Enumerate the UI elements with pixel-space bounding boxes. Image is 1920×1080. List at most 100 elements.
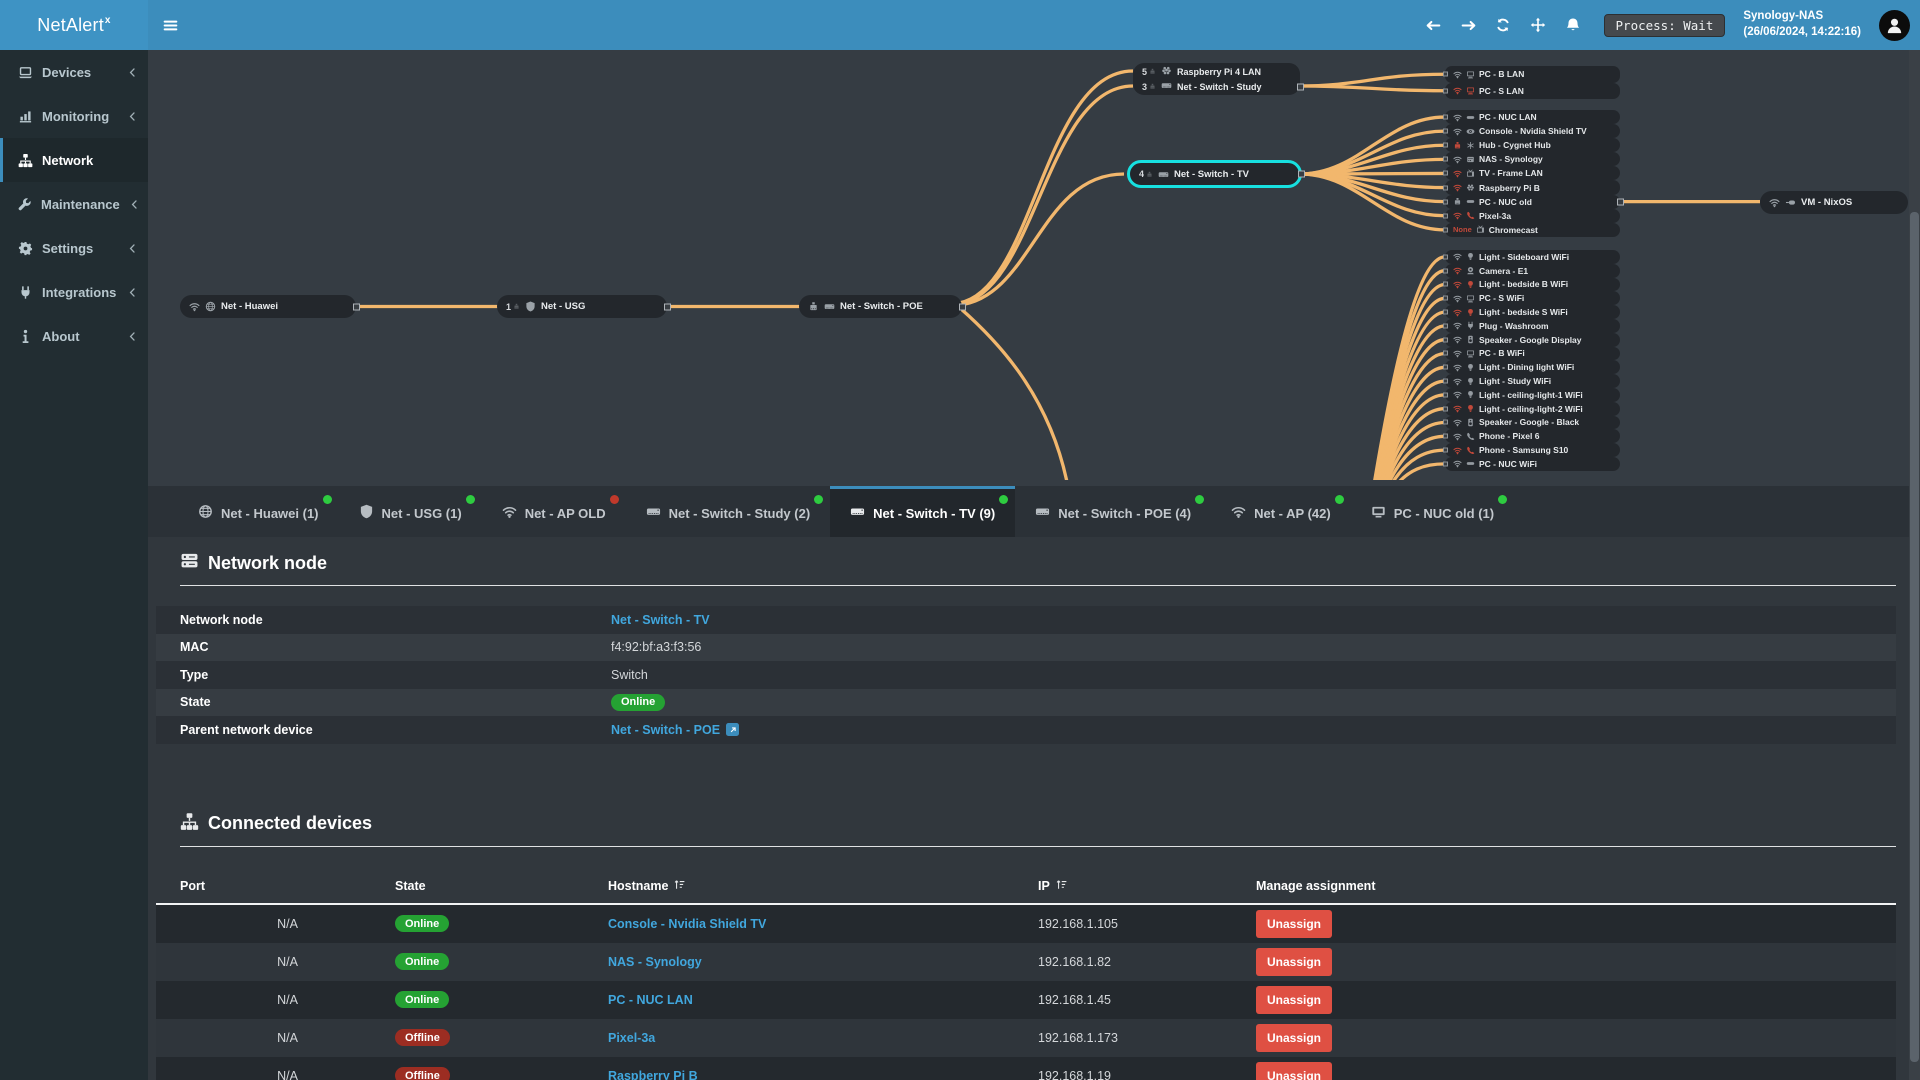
tab-net-ap-old[interactable]: Net - AP OLD (482, 486, 626, 537)
device-node-light-sideboard-wifi[interactable]: Light - Sideboard WiFi (1443, 250, 1620, 264)
device-node-pc-s-wifi[interactable]: PC - S WiFi (1443, 291, 1620, 306)
node-net-switch-tv-selected[interactable]: 4 Net - Switch - TV (1127, 160, 1305, 188)
device-node-light-dining-light-wifi[interactable]: Light - Dining light WiFi (1443, 360, 1620, 375)
wifi-icon (1453, 335, 1462, 344)
device-node-raspberry-pi-b[interactable]: Raspberry Pi B (1443, 180, 1620, 195)
device-node-camera-e1[interactable]: Camera - E1 (1443, 263, 1620, 278)
connector-handle (1443, 213, 1448, 219)
tab-net-switch-poe-4[interactable]: Net - Switch - POE (4) (1015, 486, 1211, 537)
node-link[interactable]: Net - Switch - POE (611, 722, 721, 737)
column-header-label: Hostname (608, 878, 669, 893)
forward-button[interactable] (1456, 12, 1481, 38)
eth-port-icon (513, 303, 520, 310)
sidebar-item-settings[interactable]: Settings (0, 226, 148, 270)
device-node-pixel-3a[interactable]: Pixel-3a (1443, 208, 1620, 223)
node-net-switch-study[interactable]: 3 Net - Switch - Study (1133, 79, 1304, 94)
device-node-plug-washroom[interactable]: Plug - Washroom (1443, 318, 1620, 333)
device-node-light-ceiling-light-1-wifi[interactable]: Light - ceiling-light-1 WiFi (1443, 387, 1620, 402)
connector-handle[interactable] (1617, 198, 1624, 206)
node-group-study[interactable]: 5 Raspberry Pi 4 LAN 3 Net - Switch - Study (1133, 63, 1304, 95)
device-node-speaker-google-black[interactable]: Speaker - Google - Black (1443, 415, 1620, 430)
page-scrollbar-thumb[interactable] (1910, 212, 1919, 1062)
hostname-link[interactable]: Pixel-3a (608, 1030, 656, 1045)
node-vm-nixos[interactable]: VM - NixOS (1760, 191, 1908, 214)
device-node-nas-synology[interactable]: NAS - Synology (1443, 152, 1620, 167)
hostname-link[interactable]: Console - Nvidia Shield TV (608, 916, 767, 931)
page-scrollbar-track[interactable] (1909, 50, 1920, 1080)
node-net-huawei[interactable]: Net - Huawei (180, 295, 360, 318)
notifications-bell-icon[interactable] (1561, 12, 1586, 38)
device-group-3: Light - Sideboard WiFi Camera - E1 Light -… (1443, 250, 1620, 471)
connector-handle (1443, 114, 1448, 120)
tab-net-huawei-1[interactable]: Net - Huawei (1) (178, 486, 339, 537)
network-topology-diagram[interactable]: Net - Huawei 1 Net - USG Net - Switch - POE… (148, 50, 1920, 480)
sort-icon[interactable] (1055, 878, 1068, 894)
device-node-pc-nuc-lan[interactable]: PC - NUC LAN (1443, 110, 1620, 125)
sidebar-toggle-button[interactable] (148, 0, 192, 50)
connector-handle (1443, 185, 1448, 191)
connector-handle[interactable] (353, 303, 360, 310)
connector-handle (1443, 447, 1448, 453)
device-node-speaker-google-display[interactable]: Speaker - Google Display (1443, 332, 1620, 347)
device-node-pc-s-lan[interactable]: PC - S LAN (1443, 82, 1620, 99)
connector-handle (1443, 378, 1448, 384)
device-node-pc-nuc-old[interactable]: PC - NUC old (1443, 194, 1624, 209)
device-node-tv-frame-lan[interactable]: TV - Frame LAN (1443, 166, 1620, 181)
device-node-phone-pixel-6[interactable]: Phone - Pixel 6 (1443, 429, 1620, 444)
sidebar-item-monitoring[interactable]: Monitoring (0, 94, 148, 138)
sidebar-item-network[interactable]: Network (0, 138, 148, 182)
device-node-light-bedside-b-wifi[interactable]: Light - bedside B WiFi (1443, 277, 1620, 292)
device-node-console-nvidia-shield-tv[interactable]: Console - Nvidia Shield TV (1443, 124, 1620, 139)
unassign-button[interactable]: Unassign (1256, 1061, 1333, 1080)
connector-handle (1443, 461, 1448, 467)
tab-net-ap-42[interactable]: Net - AP (42) (1211, 486, 1351, 537)
node-net-switch-poe[interactable]: Net - Switch - POE (799, 295, 966, 318)
user-avatar[interactable] (1879, 9, 1910, 41)
refresh-icon[interactable] (1491, 12, 1516, 38)
cell-hostname: Raspberry Pi B (608, 1069, 1038, 1080)
column-header-ip[interactable]: IP (1038, 878, 1256, 894)
tab-pc-nuc-old-1[interactable]: PC - NUC old (1) (1351, 486, 1514, 537)
device-label: Pixel-3a (1479, 210, 1512, 221)
hostname-link[interactable]: Raspberry Pi B (608, 1068, 698, 1080)
node-link[interactable]: Net - Switch - TV (611, 612, 710, 627)
sidebar-item-about[interactable]: About (0, 314, 148, 358)
device-node-chromecast[interactable]: None Chromecast (1443, 222, 1620, 237)
external-link-icon[interactable] (726, 723, 740, 737)
connector-handle[interactable] (1297, 83, 1304, 90)
device-node-pc-nuc-wifi[interactable]: PC - NUC WiFi (1443, 456, 1620, 471)
node-raspberry-pi-4-lan[interactable]: 5 Raspberry Pi 4 LAN (1133, 64, 1300, 79)
device-node-light-bedside-s-wifi[interactable]: Light - bedside S WiFi (1443, 305, 1620, 319)
device-node-light-ceiling-light-2-wifi[interactable]: Light - ceiling-light-2 WiFi (1443, 401, 1620, 416)
connector-handle[interactable] (664, 303, 671, 310)
status-dot-green (1334, 495, 1344, 504)
cell-state: Online (395, 953, 608, 970)
tab-net-switch-tv-9[interactable]: Net - Switch - TV (9) (830, 486, 1016, 537)
unassign-button[interactable]: Unassign (1256, 985, 1333, 1014)
tab-net-usg-1[interactable]: Net - USG (1) (339, 486, 482, 537)
cell-state: Online (395, 991, 608, 1008)
hostname-link[interactable]: NAS - Synology (608, 954, 702, 969)
connector-handle[interactable] (1298, 170, 1305, 178)
device-node-hub-cygnet-hub[interactable]: Hub - Cygnet Hub (1443, 138, 1620, 153)
app-logo[interactable]: NetAlert​x (0, 0, 148, 50)
unassign-button[interactable]: Unassign (1256, 1023, 1333, 1052)
column-header-hostname[interactable]: Hostname (608, 878, 1038, 894)
sidebar-item-integrations[interactable]: Integrations (0, 270, 148, 314)
node-net-usg[interactable]: 1 Net - USG (497, 295, 671, 318)
sidebar-item-maintenance[interactable]: Maintenance (0, 182, 148, 226)
table-row: N/A Online NAS - Synology 192.168.1.82 Unass… (156, 942, 1896, 981)
device-node-pc-b-wifi[interactable]: PC - B WiFi (1443, 346, 1620, 361)
sidebar-item-devices[interactable]: Devices (0, 50, 148, 94)
device-node-pc-b-lan[interactable]: PC - B LAN (1443, 66, 1620, 83)
unassign-button[interactable]: Unassign (1256, 947, 1333, 976)
unassign-button[interactable]: Unassign (1256, 909, 1333, 938)
hostname-link[interactable]: PC - NUC LAN (608, 992, 693, 1007)
connector-handle[interactable] (959, 303, 966, 310)
sort-icon[interactable] (673, 878, 686, 894)
move-pan-icon[interactable] (1526, 12, 1551, 38)
device-node-light-study-wifi[interactable]: Light - Study WiFi (1443, 374, 1620, 388)
device-node-phone-samsung-s10[interactable]: Phone - Samsung S10 (1443, 443, 1620, 457)
back-button[interactable] (1421, 12, 1446, 38)
tab-net-switch-study-2[interactable]: Net - Switch - Study (2) (626, 486, 831, 537)
